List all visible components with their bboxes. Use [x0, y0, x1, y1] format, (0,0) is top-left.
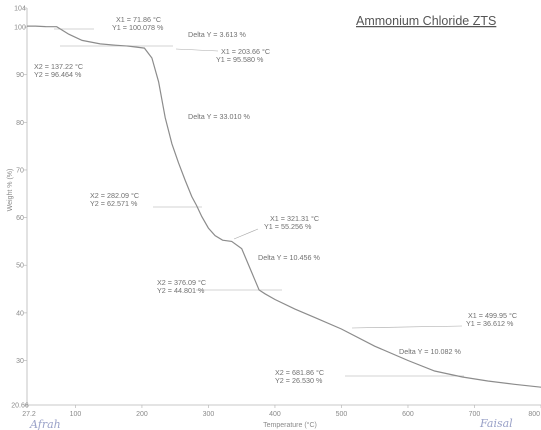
- handwritten-signature-left: Afrah: [29, 418, 61, 430]
- annotation-line: Y1 = 36.612 %: [466, 319, 514, 328]
- annotation-line: Y1 = 95.580 %: [216, 55, 264, 64]
- annotation-x1-499: X1 = 499.95 °C Y1 = 36.612 %: [466, 311, 519, 328]
- annotation-x2-282: X2 = 282.09 °C Y2 = 62.571 %: [90, 191, 141, 208]
- annotation-line: X2 = 137.22 °C: [34, 62, 83, 71]
- y-tick-label: 50: [16, 263, 24, 270]
- y-tick-label: 100: [14, 25, 26, 32]
- y-tick-label: 90: [16, 72, 24, 79]
- annotation-line: Y2 = 26.530 %: [275, 376, 323, 385]
- x-tick-label: 500: [336, 411, 348, 418]
- x-tick-label: 100: [70, 411, 82, 418]
- annotation-line: X1 = 71.86 °C: [116, 15, 161, 24]
- y-tick-label: 80: [16, 120, 24, 127]
- x-tick-label: 700: [469, 411, 481, 418]
- annotation-line: Y1 = 100.078 %: [112, 23, 164, 32]
- y-tick-label: 70: [16, 167, 24, 174]
- annotation-line: X1 = 321.31 °C: [270, 214, 319, 223]
- y-tick-label: 104: [14, 6, 26, 13]
- x-tick-label: 600: [402, 411, 414, 418]
- y-tick-label: 30: [16, 358, 24, 365]
- annotation-line: Y2 = 62.571 %: [90, 199, 138, 208]
- annotation-x1-203: X1 = 203.66 °C Y1 = 95.580 %: [216, 47, 272, 64]
- annotation-x1-71: X1 = 71.86 °C Y1 = 100.078 %: [112, 15, 164, 32]
- x-tick-label: 800: [528, 411, 540, 418]
- x-tick-label: 400: [269, 411, 281, 418]
- x-tick-label: 300: [203, 411, 215, 418]
- annotation-delta-y-1: Delta Y = 3.613 %: [188, 30, 246, 39]
- annotation-line: X1 = 499.95 °C: [468, 311, 517, 320]
- weight-curve-line: [27, 25, 541, 388]
- annotation-x2-137: X2 = 137.22 °C Y2 = 96.464 %: [34, 62, 85, 79]
- annotation-x1-321: X1 = 321.31 °C Y1 = 55.256 %: [264, 214, 321, 231]
- annotation-x2-681: X2 = 681.86 °C Y2 = 26.530 %: [275, 368, 326, 385]
- annotation-line: X1 = 203.66 °C: [221, 47, 270, 56]
- annotation-delta-y-4: Delta Y = 10.082 %: [399, 347, 461, 356]
- handwritten-signature-right: Faisal: [479, 417, 513, 430]
- y-tick-label: 40: [16, 310, 24, 317]
- y-axis-label: Weight % (%): [7, 169, 14, 212]
- annotation-line: X2 = 681.86 °C: [275, 368, 324, 377]
- x-tick-label: 27.2: [22, 411, 36, 418]
- annotation-leaders: [54, 28, 464, 377]
- annotation-line: X2 = 376.09 °C: [157, 278, 206, 287]
- y-tick-label: 20.66: [11, 403, 29, 410]
- annotation-delta-y-2: Delta Y = 33.010 %: [188, 112, 250, 121]
- annotation-line: X2 = 282.09 °C: [90, 191, 139, 200]
- x-tick-label: 200: [136, 411, 148, 418]
- chart-title: Ammonium Chloride ZTS: [356, 14, 496, 28]
- annotation-line: Y2 = 96.464 %: [34, 70, 82, 79]
- annotation-delta-y-3: Delta Y = 10.456 %: [258, 253, 320, 262]
- x-axis-label: Temperature (°C): [263, 421, 317, 429]
- y-tick-label: 60: [16, 215, 24, 222]
- annotation-line: Y2 = 44.801 %: [157, 286, 205, 295]
- annotation-x2-376: X2 = 376.09 °C Y2 = 44.801 %: [157, 278, 208, 295]
- annotation-line: Y1 = 55.256 %: [264, 222, 312, 231]
